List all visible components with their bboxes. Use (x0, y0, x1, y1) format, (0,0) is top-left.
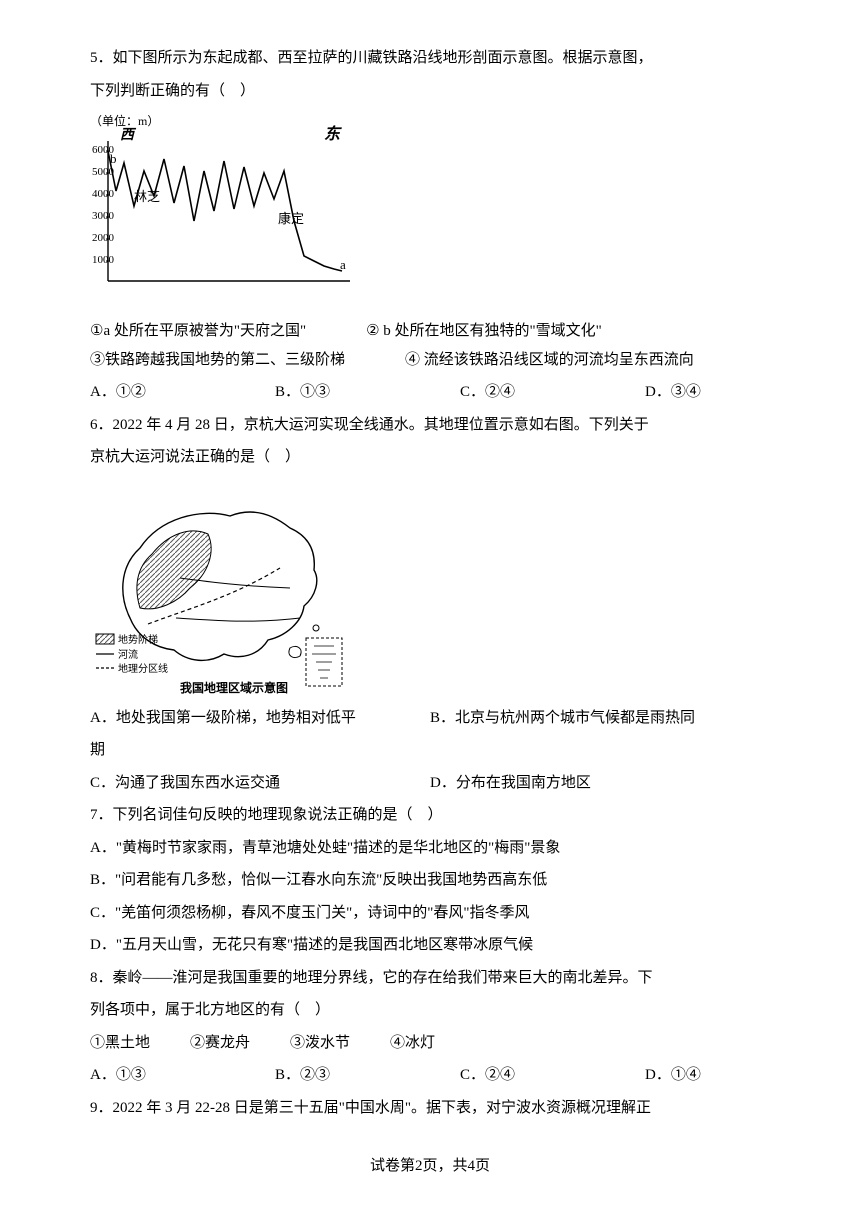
q8-option-d[interactable]: D．①④ (645, 1061, 770, 1090)
legend-label-2: 河流 (118, 648, 138, 661)
q5-stmt-4: ④ 流经该铁路沿线区域的河流均呈东西流向 (405, 346, 694, 375)
q5-stem-line1: 5．如下图所示为东起成都、西至拉萨的川藏铁路沿线地形剖面示意图。根据示意图， (90, 44, 770, 73)
q8-stmt-2: ②赛龙舟 (190, 1029, 250, 1058)
q6-option-b[interactable]: B．北京与杭州两个城市气候都是雨热同 (430, 704, 730, 733)
map-caption: 我国地理区域示意图 (180, 680, 288, 695)
legend-label-1: 地势阶梯 (118, 633, 158, 646)
legend-label-3: 地理分区线 (118, 662, 168, 675)
q5-stmt-3: ③铁路跨越我国地势的第二、三级阶梯 (90, 346, 345, 375)
q5-option-b[interactable]: B．①③ (275, 378, 400, 407)
chart-label-a: a (340, 257, 346, 272)
q5-option-d[interactable]: D．③④ (645, 378, 770, 407)
q8-stem-line2: 列各项中，属于北方地区的有（ ） (90, 996, 770, 1025)
chart-unit-label: （单位：m） (90, 113, 159, 128)
q5-statements-row1: ①a 处所在平原被誉为"天府之国" ② b 处所在地区有独特的"雪域文化" (90, 317, 770, 346)
map-island-1 (313, 625, 319, 631)
legend-swatch-1 (96, 634, 114, 644)
q7-option-a[interactable]: A．"黄梅时节家家雨，青草池塘处处蛙"描述的是华北地区的"梅雨"景象 (90, 834, 770, 863)
q5-options: A．①② B．①③ C．②④ D．③④ (90, 378, 770, 407)
chart-label-linzhi: 林芝 (134, 189, 160, 204)
q6-option-c[interactable]: C．沟通了我国东西水运交通 (90, 769, 390, 798)
q5-stmt-1: ①a 处所在平原被誉为"天府之国" (90, 317, 306, 346)
q8-option-c[interactable]: C．②④ (460, 1061, 585, 1090)
q7-option-c[interactable]: C．"羌笛何须怨杨柳，春风不度玉门关"，诗词中的"春风"指冬季风 (90, 899, 770, 928)
ytick-3000: 3000 (92, 210, 115, 222)
chart-label-b: b (110, 151, 117, 166)
page-footer: 试卷第2页，共4页 (90, 1152, 770, 1181)
q6-stem-line1: 6．2022 年 4 月 28 日，京杭大运河实现全线通水。其地理位置示意如右图… (90, 411, 770, 440)
q5-option-c[interactable]: C．②④ (460, 378, 585, 407)
q9-stem: 9．2022 年 3 月 22-28 日是第三十五届"中国水周"。据下表，对宁波… (90, 1094, 770, 1123)
q8-stmt-4: ④冰灯 (390, 1029, 435, 1058)
map-island-2 (289, 646, 301, 657)
q8-stmt-3: ③泼水节 (290, 1029, 350, 1058)
chart-label-kangding: 康定 (278, 211, 304, 226)
ytick-1000: 1000 (92, 254, 115, 266)
q6-options-row1: A．地处我国第一级阶梯，地势相对低平 B．北京与杭州两个城市气候都是雨热同 (90, 704, 770, 733)
q5-statements-row2: ③铁路跨越我国地势的第二、三级阶梯 ④ 流经该铁路沿线区域的河流均呈东西流向 (90, 346, 770, 375)
q8-option-b[interactable]: B．②③ (275, 1061, 400, 1090)
q6-option-a[interactable]: A．地处我国第一级阶梯，地势相对低平 (90, 704, 390, 733)
ytick-2000: 2000 (92, 232, 115, 244)
q8-stem-line1: 8．秦岭——淮河是我国重要的地理分界线，它的存在给我们带来巨大的南北差异。下 (90, 964, 770, 993)
q6-stem-line2: 京杭大运河说法正确的是（ ） (90, 443, 770, 472)
q6-option-d[interactable]: D．分布在我国南方地区 (430, 769, 730, 798)
q6-option-b-cont: 期 (90, 736, 770, 765)
chart-east-label: 东 (324, 125, 342, 143)
q7-option-d[interactable]: D．"五月天山雪，无花只有寒"描述的是我国西北地区寒带冰原气候 (90, 931, 770, 960)
q6-map: 地势阶梯 河流 地理分区线 我国地理区域示意图 (90, 478, 350, 698)
q5-stem-line2: 下列判断正确的有（ ） (90, 77, 770, 106)
q5-stmt-2: ② b 处所在地区有独特的"雪域文化" (366, 317, 602, 346)
ytick-4000: 4000 (92, 188, 115, 200)
q5-profile-chart: （单位：m） 西 东 6000 5000 4000 3000 2000 1000… (90, 111, 370, 311)
q7-stem: 7．下列名词佳句反映的地理现象说法正确的是（ ） (90, 801, 770, 830)
q8-stmt-1: ①黑土地 (90, 1029, 150, 1058)
q8-options: A．①③ B．②③ C．②④ D．①④ (90, 1061, 770, 1090)
chart-west-label: 西 (120, 127, 137, 143)
q8-statements: ①黑土地 ②赛龙舟 ③泼水节 ④冰灯 (90, 1029, 770, 1058)
q6-options-row2: C．沟通了我国东西水运交通 D．分布在我国南方地区 (90, 769, 770, 798)
q8-option-a[interactable]: A．①③ (90, 1061, 215, 1090)
q7-option-b[interactable]: B．"问君能有几多愁，恰似一江春水向东流"反映出我国地势西高东低 (90, 866, 770, 895)
chart-profile-line (108, 151, 342, 271)
q5-option-a[interactable]: A．①② (90, 378, 215, 407)
